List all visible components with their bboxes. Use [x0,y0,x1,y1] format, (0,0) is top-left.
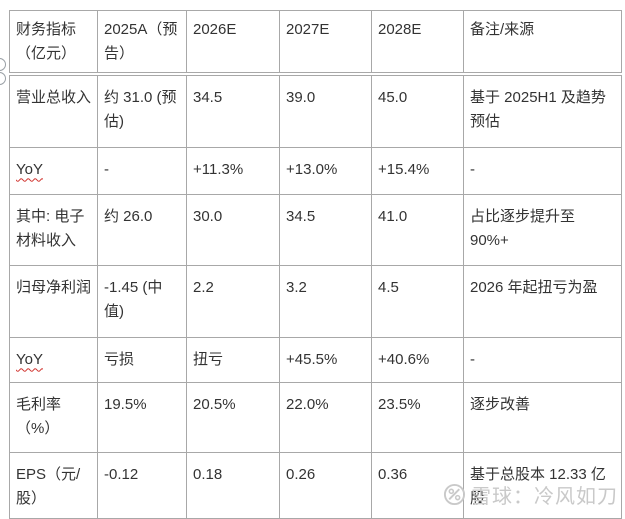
edge-artifact-circle [0,58,6,71]
cell-value: +45.5% [279,336,372,383]
table-row-revenue: 营业总收入 约 31.0 (预估) 34.5 39.0 45.0 基于 2025… [9,73,622,148]
cell-value: 41.0 [371,193,464,266]
cell-note: 2026 年起扭亏为盈 [463,264,622,338]
cell-value: 22.0% [279,381,372,453]
cell-value: 23.5% [371,381,464,453]
header-cell-2028e: 2028E [371,10,464,76]
header-cell-notes: 备注/来源 [463,10,622,76]
cell-metric-label: 其中: 电子材料收入 [9,193,98,266]
table-row-profit-yoy: YoY 亏损 扭亏 +45.5% +40.6% - [9,336,622,383]
cell-note: 基于总股本 12.33 亿股 [463,451,622,519]
table-row-revenue-yoy: YoY - +11.3% +13.0% +15.4% - [9,146,622,195]
cell-value: 0.36 [371,451,464,519]
cell-value: 30.0 [186,193,280,266]
cell-value: 19.5% [97,381,187,453]
cell-value: 2.2 [186,264,280,338]
cell-value: +13.0% [279,146,372,195]
table-row-electronic-materials: 其中: 电子材料收入 约 26.0 30.0 34.5 41.0 占比逐步提升至… [9,193,622,266]
cell-value: 扭亏 [186,336,280,383]
cell-value: 20.5% [186,381,280,453]
cell-value: 约 31.0 (预估) [97,73,187,148]
cell-value: +11.3% [186,146,280,195]
cell-value: - [97,146,187,195]
header-cell-2025a: 2025A（预告） [97,10,187,76]
table-row-eps: EPS（元/股） -0.12 0.18 0.26 0.36 基于总股本 12.3… [9,451,622,519]
financial-forecast-table: 财务指标（亿元） 2025A（预告） 2026E 2027E 2028E 备注/… [9,10,622,519]
cell-metric-label: 营业总收入 [9,73,98,148]
cell-note: - [463,336,622,383]
cell-note: 占比逐步提升至 90%+ [463,193,622,266]
cell-value: -1.45 (中值) [97,264,187,338]
cell-metric-label: EPS（元/股） [9,451,98,519]
header-cell-2026e: 2026E [186,10,280,76]
cell-note: 基于 2025H1 及趋势预估 [463,73,622,148]
cell-value: 亏损 [97,336,187,383]
cell-note: - [463,146,622,195]
cell-metric-label: 毛利率（%） [9,381,98,453]
table-header-row: 财务指标（亿元） 2025A（预告） 2026E 2027E 2028E 备注/… [9,10,622,76]
cell-metric-label: YoY [9,336,98,383]
cell-metric-label: YoY [9,146,98,195]
cell-value: 0.26 [279,451,372,519]
cell-value: 34.5 [186,73,280,148]
cell-value: 34.5 [279,193,372,266]
table-row-gross-margin: 毛利率（%） 19.5% 20.5% 22.0% 23.5% 逐步改善 [9,381,622,453]
cell-value: -0.12 [97,451,187,519]
cell-value: +15.4% [371,146,464,195]
table-row-net-profit: 归母净利润 -1.45 (中值) 2.2 3.2 4.5 2026 年起扭亏为盈 [9,264,622,338]
cell-value: 0.18 [186,451,280,519]
spellchecked-text: YoY [16,160,43,178]
edge-artifact-circle [0,72,6,85]
cell-note: 逐步改善 [463,381,622,453]
cell-metric-label: 归母净利润 [9,264,98,338]
cell-value: 39.0 [279,73,372,148]
cell-value: 45.0 [371,73,464,148]
header-cell-metric: 财务指标（亿元） [9,10,98,76]
cell-value: 4.5 [371,264,464,338]
cell-value: 3.2 [279,264,372,338]
cell-value: 约 26.0 [97,193,187,266]
header-cell-2027e: 2027E [279,10,372,76]
spellchecked-text: YoY [16,350,43,368]
cell-value: +40.6% [371,336,464,383]
